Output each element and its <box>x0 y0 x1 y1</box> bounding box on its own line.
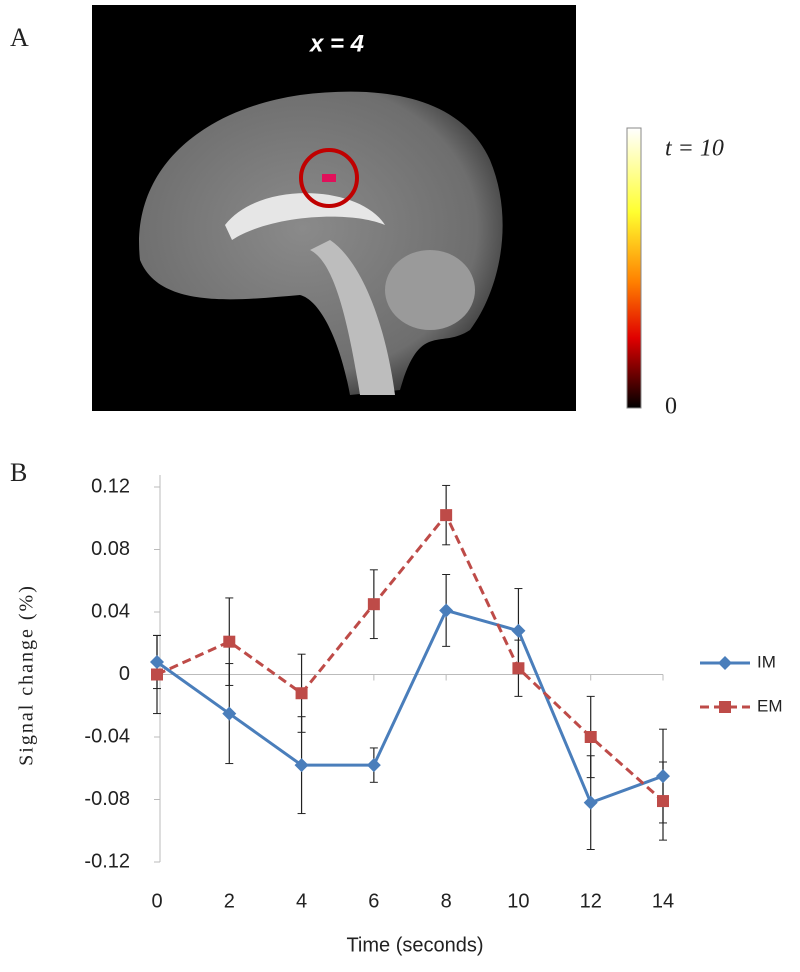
marker <box>584 731 597 743</box>
y-tick-label: 0.04 <box>91 600 130 622</box>
colorbar-max-label: t = 10 <box>665 136 724 162</box>
x-tick-label: 8 <box>441 890 452 912</box>
marker <box>150 655 164 669</box>
x-axis-title: Time (seconds) <box>346 934 483 956</box>
y-tick-label: -0.04 <box>84 725 130 747</box>
panel-label: B <box>10 458 27 487</box>
y-tick-label: 0.12 <box>91 475 130 497</box>
x-tick-label: 14 <box>652 890 674 912</box>
brainstem <box>310 240 395 395</box>
y-tick-label: 0.08 <box>91 538 130 560</box>
marker <box>222 706 237 721</box>
x-tick-label: 4 <box>296 890 307 912</box>
activation <box>322 174 336 182</box>
corpus-callosum <box>225 193 385 240</box>
marker <box>511 623 526 638</box>
marker <box>512 662 525 675</box>
marker <box>294 758 309 773</box>
cerebellum <box>385 250 475 330</box>
x-tick-label: 10 <box>507 890 529 912</box>
slice-label: x = 4 <box>308 30 364 57</box>
y-axis-title: Signal change (%) <box>16 584 38 766</box>
marker <box>223 635 236 648</box>
marker <box>151 668 163 681</box>
y-tick-label: -0.08 <box>84 788 130 810</box>
marker <box>656 769 670 784</box>
x-tick-label: 0 <box>151 890 162 912</box>
marker <box>718 656 732 670</box>
marker <box>440 509 453 522</box>
marker <box>367 598 380 611</box>
legend-label: EM <box>757 696 783 715</box>
y-tick-label: -0.12 <box>84 850 130 872</box>
x-tick-label: 6 <box>368 890 379 912</box>
colorbar <box>626 127 642 409</box>
marker <box>439 603 454 618</box>
marker <box>366 758 381 773</box>
marker <box>295 687 308 700</box>
roi-circle <box>299 148 359 208</box>
legend-label: IM <box>757 652 776 671</box>
panel-label: A <box>10 23 29 52</box>
x-tick-label: 12 <box>580 890 602 912</box>
marker <box>657 795 669 808</box>
marker <box>719 701 731 713</box>
y-tick-label: 0 <box>119 663 130 685</box>
colorbar-min-label: 0 <box>665 394 677 420</box>
marker <box>583 795 598 810</box>
series-line <box>156 512 664 803</box>
x-tick-label: 2 <box>224 890 235 912</box>
series-line <box>156 608 664 805</box>
